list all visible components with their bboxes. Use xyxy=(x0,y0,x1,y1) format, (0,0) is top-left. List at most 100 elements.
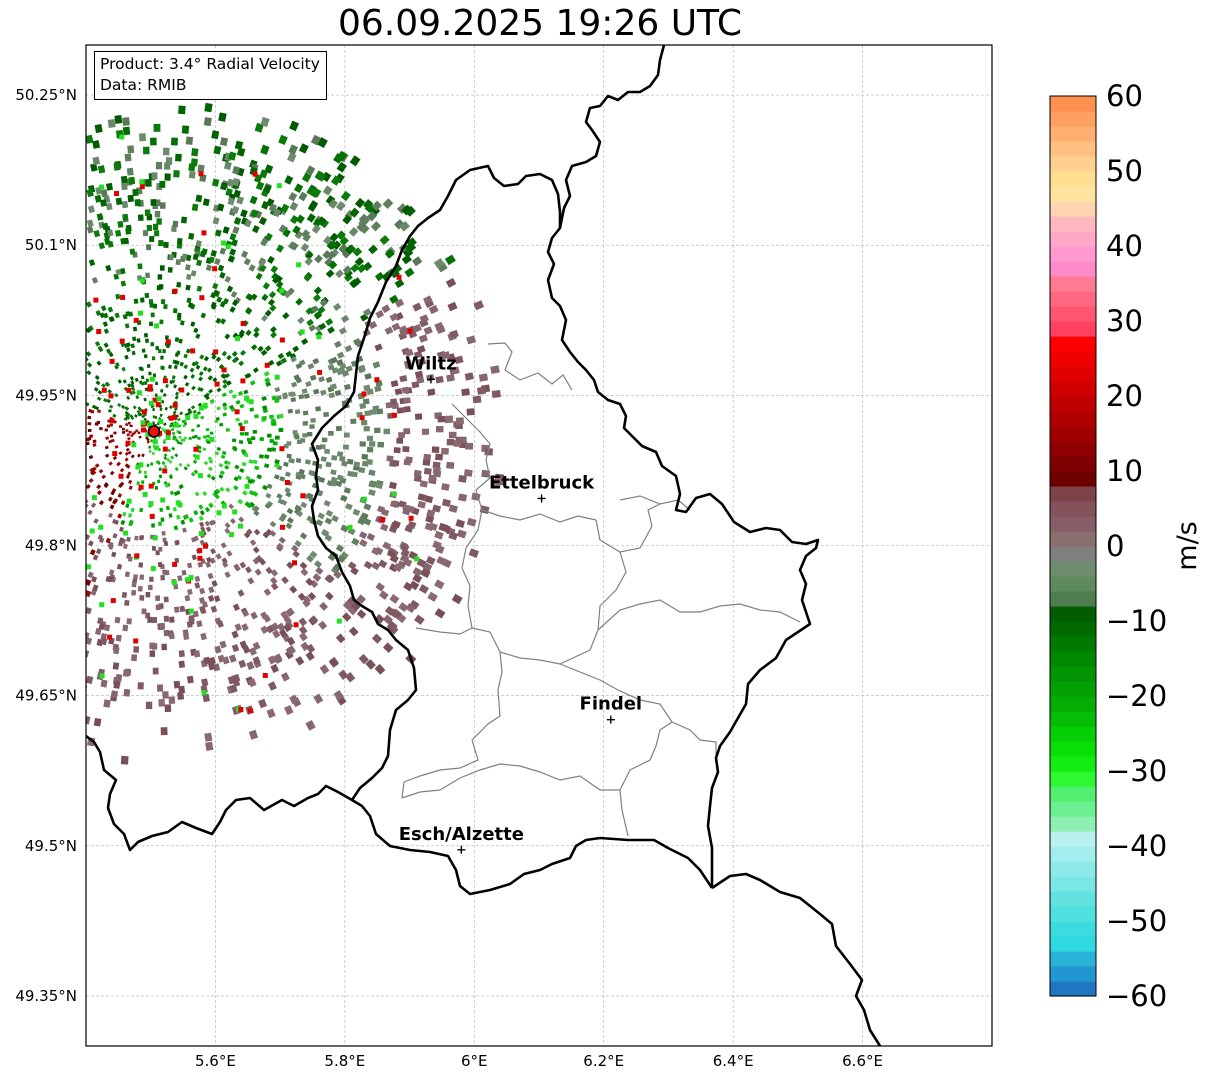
velocity-echo-pixel xyxy=(125,429,129,432)
velocity-echo-pixel xyxy=(210,303,217,310)
velocity-echo-pixel xyxy=(200,415,205,420)
velocity-echo-pixel xyxy=(115,362,120,367)
velocity-echo-pixel xyxy=(284,487,291,494)
velocity-echo-pixel xyxy=(298,468,305,475)
velocity-echo-pixel xyxy=(231,644,240,653)
velocity-echo-pixel xyxy=(240,349,247,356)
velocity-echo-pixel xyxy=(142,229,149,237)
velocity-echo-pixel xyxy=(105,537,111,544)
velocity-echo-pixel xyxy=(359,224,370,235)
velocity-echo-pixel xyxy=(114,364,119,370)
velocity-echo-pixel xyxy=(182,424,186,428)
velocity-echo-pixel xyxy=(278,224,287,234)
velocity-echo-pixel xyxy=(207,456,213,461)
velocity-echo-pixel xyxy=(183,353,188,359)
velocity-echo-pixel xyxy=(210,292,217,299)
velocity-echo-pixel xyxy=(108,569,115,576)
velocity-echo-pixel xyxy=(263,588,272,597)
colorbar-tick-label: 30 xyxy=(1106,304,1143,338)
velocity-echo-pixel xyxy=(262,405,268,410)
velocity-echo-pixel xyxy=(126,464,131,469)
velocity-echo-pixel xyxy=(166,457,171,462)
velocity-echo-pixel xyxy=(173,364,178,370)
velocity-echo-pixel xyxy=(458,474,467,483)
velocity-echo-pixel xyxy=(126,347,131,353)
velocity-echo-pixel xyxy=(279,446,285,452)
velocity-echo-pixel xyxy=(323,500,331,507)
velocity-echo-pixel xyxy=(295,656,305,666)
velocity-echo-pixel xyxy=(336,230,346,240)
colorbar-band xyxy=(1050,876,1096,892)
velocity-echo-pixel xyxy=(264,377,271,383)
velocity-echo-pixel xyxy=(325,376,333,383)
velocity-echo-pixel xyxy=(217,203,225,212)
velocity-echo-pixel xyxy=(292,430,298,435)
velocity-echo-pixel xyxy=(173,583,179,590)
velocity-echo-pixel xyxy=(175,391,180,396)
lat-tick-label: 49.65°N xyxy=(15,687,77,705)
velocity-echo-pixel xyxy=(251,436,256,441)
velocity-echo-pixel xyxy=(172,435,176,439)
velocity-echo-pixel xyxy=(309,374,317,381)
velocity-echo-pixel xyxy=(272,629,281,639)
velocity-echo-pixel xyxy=(286,561,294,570)
colorbar-band xyxy=(1050,576,1096,592)
velocity-echo-pixel xyxy=(286,441,292,446)
velocity-echo-pixel xyxy=(149,321,153,327)
velocity-echo-pixel xyxy=(419,480,428,488)
velocity-echo-pixel xyxy=(97,345,103,352)
velocity-echo-pixel xyxy=(103,342,109,348)
colorbar-band xyxy=(1050,471,1096,487)
city-marker-wiltz: Wiltz xyxy=(405,353,457,384)
colorbar-bands xyxy=(1050,96,1096,997)
velocity-echo-pixel xyxy=(99,184,105,190)
velocity-echo-pixel xyxy=(329,232,339,243)
colorbar-frame xyxy=(1049,95,1097,997)
velocity-echo-pixel xyxy=(221,367,227,373)
velocity-echo-pixel xyxy=(455,417,464,425)
velocity-echo-pixel xyxy=(95,380,101,386)
colorbar-band xyxy=(1050,486,1096,502)
velocity-echo-pixel xyxy=(254,122,264,133)
velocity-echo-pixel xyxy=(261,396,267,402)
grid-lines xyxy=(86,45,992,1046)
colorbar-band xyxy=(1050,561,1096,577)
velocity-echo-pixel xyxy=(260,625,269,634)
velocity-echo-pixel xyxy=(185,348,191,354)
velocity-echo-pixel xyxy=(92,584,99,592)
velocity-echo-pixel xyxy=(160,497,166,503)
velocity-echo-pixel xyxy=(94,340,101,347)
velocity-echo-pixel xyxy=(260,611,268,620)
velocity-echo-pixel xyxy=(222,412,227,417)
velocity-echo-pixel xyxy=(110,490,116,496)
velocity-echo-pixel xyxy=(218,473,224,479)
velocity-echo-pixel xyxy=(216,387,222,393)
velocity-echo-pixel xyxy=(86,370,92,376)
colorbar-band xyxy=(1050,786,1096,802)
velocity-echo-pixel xyxy=(401,254,412,265)
velocity-echo-pixel xyxy=(441,498,451,507)
velocity-echo-pixel xyxy=(202,402,208,408)
velocity-echo-pixel xyxy=(126,618,132,625)
velocity-echo-pixel xyxy=(306,554,314,563)
velocity-echo-pixel xyxy=(371,200,383,212)
velocity-echo-pixel xyxy=(155,595,161,602)
velocity-echo-pixel xyxy=(198,371,204,377)
velocity-echo-pixel xyxy=(276,244,285,253)
velocity-echo-pixel xyxy=(113,273,120,280)
velocity-echo-pixel xyxy=(181,569,187,576)
velocity-echo-pixel xyxy=(359,539,368,548)
velocity-echo-pixel xyxy=(92,443,97,447)
velocity-echo-pixel xyxy=(206,556,212,563)
velocity-echo-pixel xyxy=(338,669,349,680)
velocity-echo-pixel xyxy=(386,455,394,462)
velocity-echo-pixel xyxy=(238,422,243,427)
velocity-echo-pixel xyxy=(140,480,145,484)
velocity-echo-pixel xyxy=(245,307,253,315)
velocity-echo-pixel xyxy=(213,145,222,155)
velocity-echo-pixel xyxy=(221,450,227,456)
city-label-wiltz: Wiltz xyxy=(405,353,456,374)
velocity-echo-pixel xyxy=(340,551,349,560)
velocity-echo-pixel xyxy=(149,376,155,382)
velocity-echo-pixel xyxy=(402,446,410,453)
